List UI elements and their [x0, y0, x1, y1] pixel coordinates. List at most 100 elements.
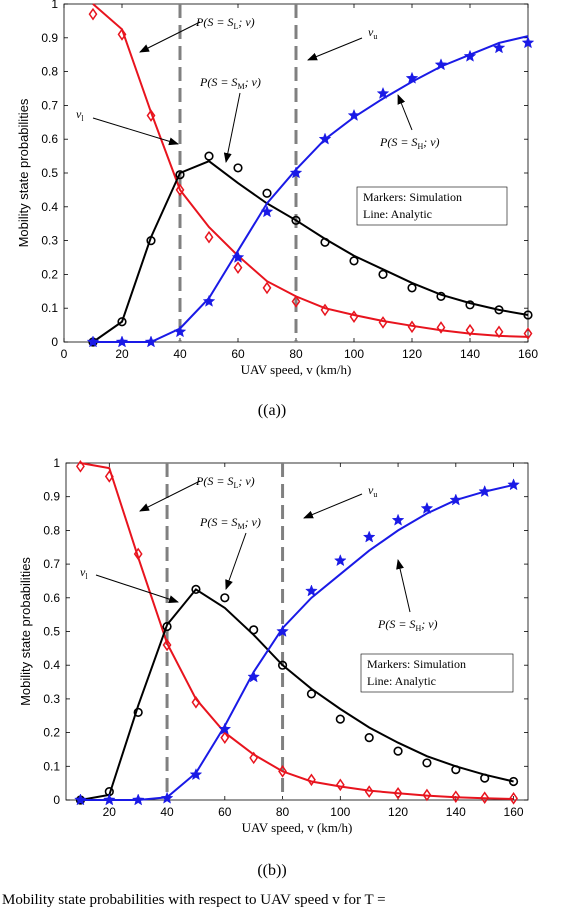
- marker-mid: [291, 215, 301, 225]
- series-line-low: [80, 462, 514, 800]
- marker-high: [247, 670, 261, 683]
- x-tick-label: 20: [103, 805, 117, 819]
- annotation-high: P(S = SH; v): [379, 135, 440, 151]
- y-tick-label: 0.1: [41, 301, 58, 315]
- marker-low: [451, 790, 461, 803]
- y-tick-label: 0.8: [41, 65, 58, 79]
- marker-mid: [117, 317, 127, 327]
- marker-low: [233, 261, 243, 274]
- marker-mid: [175, 170, 185, 180]
- marker-mid: [422, 758, 432, 768]
- marker-high: [305, 584, 318, 597]
- y-tick-label: 0.3: [41, 234, 58, 248]
- marker-low: [88, 7, 98, 21]
- marker-low: [162, 638, 172, 652]
- x-axis-label: UAV speed, v (km/h): [241, 362, 352, 377]
- marker-low: [191, 695, 201, 709]
- marker-high: [362, 530, 376, 543]
- marker-mid: [393, 746, 403, 756]
- x-tick-label: 160: [518, 347, 538, 361]
- marker-mid: [451, 765, 461, 775]
- marker-low: [523, 327, 533, 340]
- marker-high: [463, 49, 477, 62]
- x-axis-label: UAV speed, v (km/h): [242, 820, 353, 835]
- marker-low: [249, 751, 259, 765]
- series-line-mid: [80, 588, 514, 801]
- legend-box: [360, 653, 514, 693]
- marker-mid: [465, 300, 475, 310]
- annotation-arrow-vl: [95, 574, 179, 603]
- annotation-vl: vl: [76, 107, 84, 123]
- marker-high: [449, 493, 463, 506]
- marker-mid: [523, 310, 533, 320]
- marker-high: [115, 335, 129, 348]
- annotation-arrow-vu: [307, 37, 363, 61]
- chart-panel-a: 0 0.1 0.2 0.3 0.4 0.5 0.6 0.7 0.8 0.9 1 0 20 40 60 80 10…: [16, 0, 538, 419]
- x-tick-label: 140: [446, 805, 466, 819]
- marker-mid: [364, 733, 374, 743]
- marker-mid: [249, 625, 259, 635]
- y-tick-label: 1: [51, 0, 58, 11]
- marker-low: [436, 321, 446, 334]
- marker-mid: [378, 269, 388, 280]
- marker-mid: [494, 305, 504, 315]
- marker-high: [160, 791, 174, 804]
- marker-high: [507, 478, 520, 491]
- marker-low: [278, 765, 287, 778]
- marker-high: [391, 513, 405, 526]
- legend-entry-analytic: Line: Analytic: [363, 207, 432, 221]
- legend-entry-simulation: Markers: Simulation: [363, 190, 462, 204]
- y-tick-label: 0.6: [43, 591, 60, 605]
- marker-low: [480, 791, 490, 804]
- marker-low: [146, 109, 156, 122]
- annotation-arrow-low: [139, 480, 201, 512]
- x-tick-label: 160: [504, 805, 524, 819]
- plot-frame: [65, 462, 529, 801]
- marker-mid: [191, 584, 201, 594]
- marker-low: [364, 785, 374, 798]
- x-tick-label: 140: [460, 347, 480, 361]
- annotation-vu: vu: [368, 483, 377, 499]
- marker-low: [117, 28, 127, 41]
- y-axis-label: Mobility state probabilities: [18, 557, 33, 706]
- marker-high: [347, 108, 361, 121]
- y-tick-label: 0.1: [43, 759, 60, 773]
- marker-mid: [480, 773, 490, 783]
- marker-high: [231, 250, 245, 263]
- panel-label: ((b)): [257, 862, 286, 879]
- marker-high: [405, 71, 419, 84]
- marker-high: [218, 722, 232, 735]
- marker-mid: [508, 776, 519, 787]
- annotation-arrow-low: [139, 21, 201, 53]
- marker-high: [521, 36, 535, 49]
- marker-mid: [146, 236, 156, 246]
- marker-low: [307, 773, 316, 787]
- annotation-arrow-mid: [223, 92, 241, 163]
- marker-mid: [335, 714, 345, 724]
- y-tick-label: 0.4: [43, 658, 60, 672]
- series-line-low: [92, 3, 529, 338]
- annotation-arrow-vu: [303, 493, 363, 519]
- marker-mid: [220, 593, 230, 603]
- y-axis-label: Mobility state probabilities: [16, 98, 31, 247]
- marker-high: [276, 624, 289, 637]
- series-line-mid: [92, 160, 529, 343]
- marker-low: [465, 323, 475, 337]
- marker-high: [333, 554, 347, 567]
- x-tick-label: 80: [276, 805, 290, 819]
- marker-high: [318, 132, 332, 145]
- series-line-high: [93, 35, 529, 343]
- marker-high: [131, 793, 145, 806]
- marker-low: [104, 470, 114, 483]
- marker-mid: [277, 660, 288, 670]
- marker-low: [76, 460, 85, 473]
- y-tick-label: 0.9: [41, 31, 58, 45]
- x-tick-label: 40: [173, 347, 187, 361]
- annotation-arrow-high: [396, 559, 411, 613]
- y-tick-label: 0.5: [41, 166, 58, 180]
- marker-low: [175, 183, 185, 197]
- annotation-high: P(S = SH; v): [377, 617, 438, 633]
- y-tick-label: 0.4: [41, 200, 58, 214]
- series-line-high: [80, 483, 514, 801]
